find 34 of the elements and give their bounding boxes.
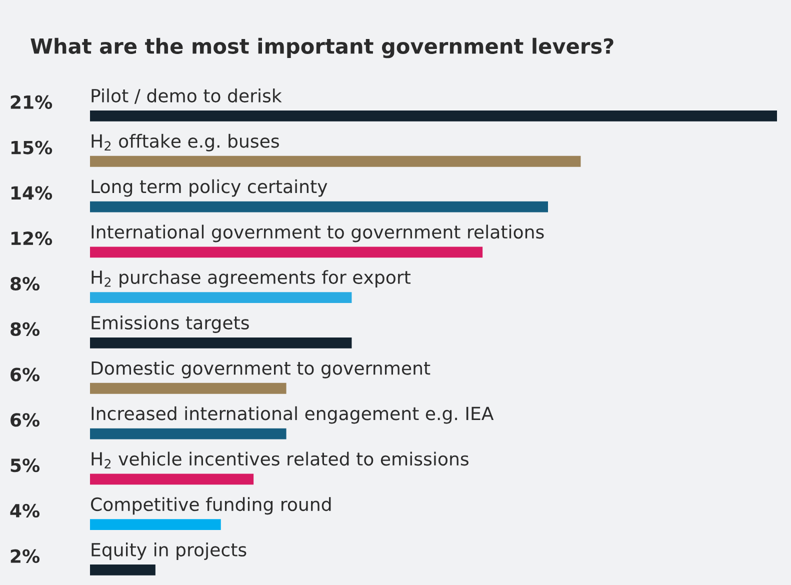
y-tick-label: Long term policy certainty: [92, 179, 328, 197]
y-tick-label: Increased international engagement e.g. IEA: [92, 406, 494, 424]
bar: [90, 201, 548, 212]
bar: [90, 246, 483, 258]
bar: [90, 474, 254, 485]
bar: [90, 382, 286, 394]
bar: [90, 110, 777, 122]
chart-title: What are the most important government levers?: [30, 38, 614, 58]
y-tick-label: H$_{2}$ vehicle incentives related to emissions: [92, 452, 468, 468]
data-label: 8%: [10, 322, 40, 336]
y-tick-label: Emissions targets: [92, 316, 249, 333]
y-tick-label: Domestic government to government: [92, 360, 430, 378]
bar: [90, 428, 286, 440]
data-label: 6%: [10, 368, 40, 382]
data-label: 5%: [10, 458, 40, 472]
data-label: 14%: [11, 186, 52, 200]
bar: [90, 292, 352, 304]
y-tick-label: H$_{2}$ purchase agreements for export: [92, 270, 411, 288]
data-label: 4%: [10, 504, 40, 518]
data-label: 8%: [10, 276, 40, 291]
data-label: 21%: [10, 95, 52, 109]
bar: [90, 338, 352, 348]
y-tick-label: International government to government relations: [92, 224, 544, 242]
data-label: 6%: [10, 413, 40, 427]
bar: [90, 519, 221, 530]
y-tick-label: H$_{2}$ offtake e.g. buses: [92, 134, 279, 152]
y-tick-label: Equity in projects: [92, 542, 246, 560]
y-tick-label: Pilot / demo to derisk: [92, 88, 282, 104]
data-label: 15%: [11, 140, 52, 154]
y-tick-label: Competitive funding round: [91, 497, 331, 515]
bar: [90, 156, 581, 167]
data-label: 2%: [10, 549, 40, 563]
bar: [90, 564, 156, 576]
data-label: 12%: [11, 232, 52, 246]
